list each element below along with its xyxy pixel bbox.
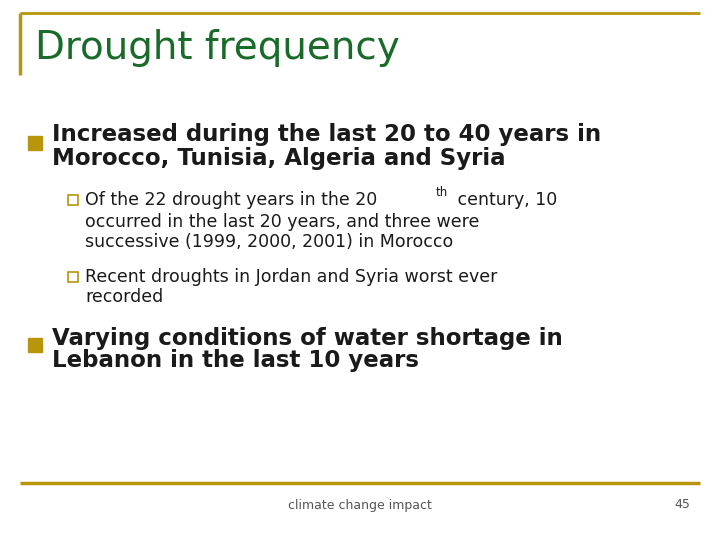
Text: 45: 45 [674, 498, 690, 511]
Text: Of the 22 drought years in the 20: Of the 22 drought years in the 20 [85, 191, 377, 209]
Text: century, 10: century, 10 [452, 191, 557, 209]
FancyBboxPatch shape [28, 136, 42, 150]
Text: Increased during the last 20 to 40 years in: Increased during the last 20 to 40 years… [52, 124, 601, 146]
Text: th: th [436, 186, 449, 199]
Text: Recent droughts in Jordan and Syria worst ever: Recent droughts in Jordan and Syria wors… [85, 268, 498, 286]
FancyBboxPatch shape [28, 338, 42, 352]
Text: Varying conditions of water shortage in: Varying conditions of water shortage in [52, 327, 563, 349]
Text: recorded: recorded [85, 288, 163, 306]
Text: Morocco, Tunisia, Algeria and Syria: Morocco, Tunisia, Algeria and Syria [52, 146, 505, 170]
Text: successive (1999, 2000, 2001) in Morocco: successive (1999, 2000, 2001) in Morocco [85, 233, 454, 251]
Text: Drought frequency: Drought frequency [35, 29, 400, 67]
Text: occurred in the last 20 years, and three were: occurred in the last 20 years, and three… [85, 213, 480, 231]
Text: Lebanon in the last 10 years: Lebanon in the last 10 years [52, 349, 419, 373]
Text: climate change impact: climate change impact [288, 498, 432, 511]
